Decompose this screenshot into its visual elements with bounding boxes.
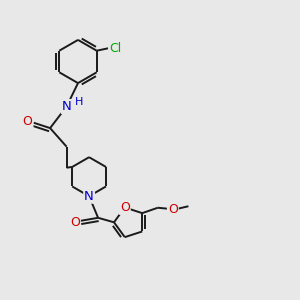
Text: O: O xyxy=(70,215,80,229)
Text: O: O xyxy=(23,115,32,128)
Text: H: H xyxy=(75,97,83,107)
Text: Cl: Cl xyxy=(109,42,122,55)
Text: N: N xyxy=(84,190,94,203)
Text: O: O xyxy=(168,203,178,216)
Text: N: N xyxy=(62,100,71,113)
Text: O: O xyxy=(120,201,130,214)
